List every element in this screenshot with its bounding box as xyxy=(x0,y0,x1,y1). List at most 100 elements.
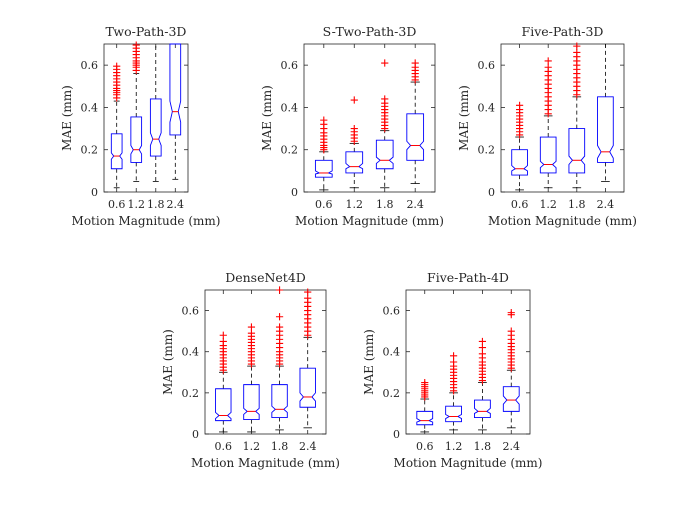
outlier-marker xyxy=(421,378,429,387)
outlier-marker xyxy=(478,344,487,352)
chart-panel: S-Two-Path-3D 0 0.2 0.4 0.6 MAE (mm) 0.6 1.2 1.8… xyxy=(260,24,444,228)
plot-area xyxy=(405,289,531,435)
box-group xyxy=(215,331,232,433)
box-body xyxy=(110,133,123,170)
x-tick-label: 1.2 xyxy=(127,198,145,211)
box-group xyxy=(539,57,557,189)
chart-title: Five-Path-3D xyxy=(522,24,604,39)
chart-title: DenseNet4D xyxy=(225,270,306,285)
box-group xyxy=(345,96,364,189)
x-axis-label: Motion Magnitude (mm) xyxy=(488,214,637,228)
box-body xyxy=(215,388,232,422)
y-axis-label: MAE (mm) xyxy=(60,85,74,151)
y-axis-label: MAE (mm) xyxy=(362,329,376,395)
box-body xyxy=(375,139,394,170)
box-body xyxy=(299,367,316,408)
box-group xyxy=(445,352,462,431)
chart-title: S-Two-Path-3D xyxy=(323,24,417,39)
box-body xyxy=(149,98,162,157)
outlier-marker xyxy=(304,294,312,302)
x-axis-label: Motion Magnitude (mm) xyxy=(72,214,221,228)
y-tick-label: 0 xyxy=(291,186,298,199)
x-tick-label: 2.4 xyxy=(503,440,521,453)
outlier-marker xyxy=(478,350,487,358)
y-tick-label: 0 xyxy=(91,186,98,199)
plot-area xyxy=(303,43,436,193)
x-tick-label: 1.8 xyxy=(474,440,492,453)
x-tick-label: 0.6 xyxy=(108,198,126,211)
outlier-marker xyxy=(381,95,389,103)
y-tick-label: 0.4 xyxy=(81,101,99,114)
x-tick-label: 0.6 xyxy=(215,440,233,453)
y-tick-label: 0.2 xyxy=(281,144,299,157)
outlier-marker xyxy=(219,331,227,339)
y-tick-label: 0.6 xyxy=(182,305,200,318)
box-body xyxy=(314,159,333,178)
box-group xyxy=(314,116,333,191)
chart-panel: Five-Path-4D 0 0.2 0.4 0.6 MAE (mm) 0.6 1.2 1.8 2… xyxy=(362,270,542,470)
x-tick-label: 0.6 xyxy=(511,198,529,211)
box-group xyxy=(502,309,520,429)
box-body xyxy=(243,384,260,421)
y-tick-label: 0 xyxy=(488,186,495,199)
box-body xyxy=(474,399,491,418)
x-tick-label: 1.2 xyxy=(445,440,463,453)
outlier-marker xyxy=(515,101,524,109)
outlier-marker xyxy=(275,323,284,331)
box-body xyxy=(539,136,557,174)
x-tick-label: 2.4 xyxy=(299,440,317,453)
plot-area xyxy=(204,289,327,435)
outlier-marker xyxy=(132,41,140,49)
box-body xyxy=(416,410,434,426)
box-group xyxy=(511,101,528,191)
x-tick-label: 1.8 xyxy=(147,198,165,211)
x-tick-label: 0.6 xyxy=(416,440,434,453)
box-group xyxy=(110,62,123,189)
y-tick-label: 0.4 xyxy=(478,101,496,114)
outlier-marker xyxy=(449,358,458,366)
outlier-marker xyxy=(219,337,227,346)
box-group xyxy=(130,41,143,182)
box-body xyxy=(130,116,143,163)
outlier-marker xyxy=(113,62,121,70)
outlier-marker xyxy=(544,63,552,71)
chart-panel: DenseNet4D 0 0.2 0.4 0.6 MAE (mm) 0.6 1.2 1.8 2.4… xyxy=(161,270,340,470)
box-group xyxy=(375,59,394,189)
y-tick-label: 0.2 xyxy=(478,144,496,157)
box-group xyxy=(568,42,586,189)
y-tick-label: 0.4 xyxy=(281,101,299,114)
y-tick-label: 0.4 xyxy=(182,346,200,359)
outlier-marker xyxy=(507,327,515,335)
outlier-marker xyxy=(304,288,312,296)
y-axis-label: MAE (mm) xyxy=(457,85,471,151)
x-axis-label: Motion Magnitude (mm) xyxy=(394,456,543,470)
box-body xyxy=(597,96,614,163)
outlier-marker xyxy=(275,286,284,294)
x-tick-label: 2.4 xyxy=(167,198,185,211)
outlier-marker xyxy=(350,124,358,133)
y-tick-label: 0.2 xyxy=(383,387,401,400)
outlier-marker xyxy=(507,309,515,317)
y-tick-label: 0.6 xyxy=(383,305,401,318)
outlier-marker xyxy=(411,59,419,67)
x-tick-label: 1.2 xyxy=(539,198,557,211)
box-body xyxy=(568,128,586,174)
x-tick-label: 1.2 xyxy=(243,440,261,453)
chart-title: Five-Path-4D xyxy=(427,270,509,285)
outlier-marker xyxy=(381,59,389,67)
outlier-marker xyxy=(275,313,284,321)
box-body xyxy=(445,405,462,423)
box-body xyxy=(345,151,364,174)
x-tick-label: 2.4 xyxy=(597,198,615,211)
outlier-marker xyxy=(247,329,256,337)
y-tick-label: 0.6 xyxy=(478,59,496,72)
y-tick-label: 0.6 xyxy=(81,59,99,72)
chart-panel: Five-Path-3D 0 0.2 0.4 0.6 MAE (mm) 0.6 1.2 1.8 2… xyxy=(457,24,637,228)
x-tick-label: 1.8 xyxy=(271,440,289,453)
y-tick-label: 0 xyxy=(393,428,400,441)
y-tick-label: 0.6 xyxy=(281,59,299,72)
box-group xyxy=(474,337,491,431)
outlier-marker xyxy=(478,337,487,346)
